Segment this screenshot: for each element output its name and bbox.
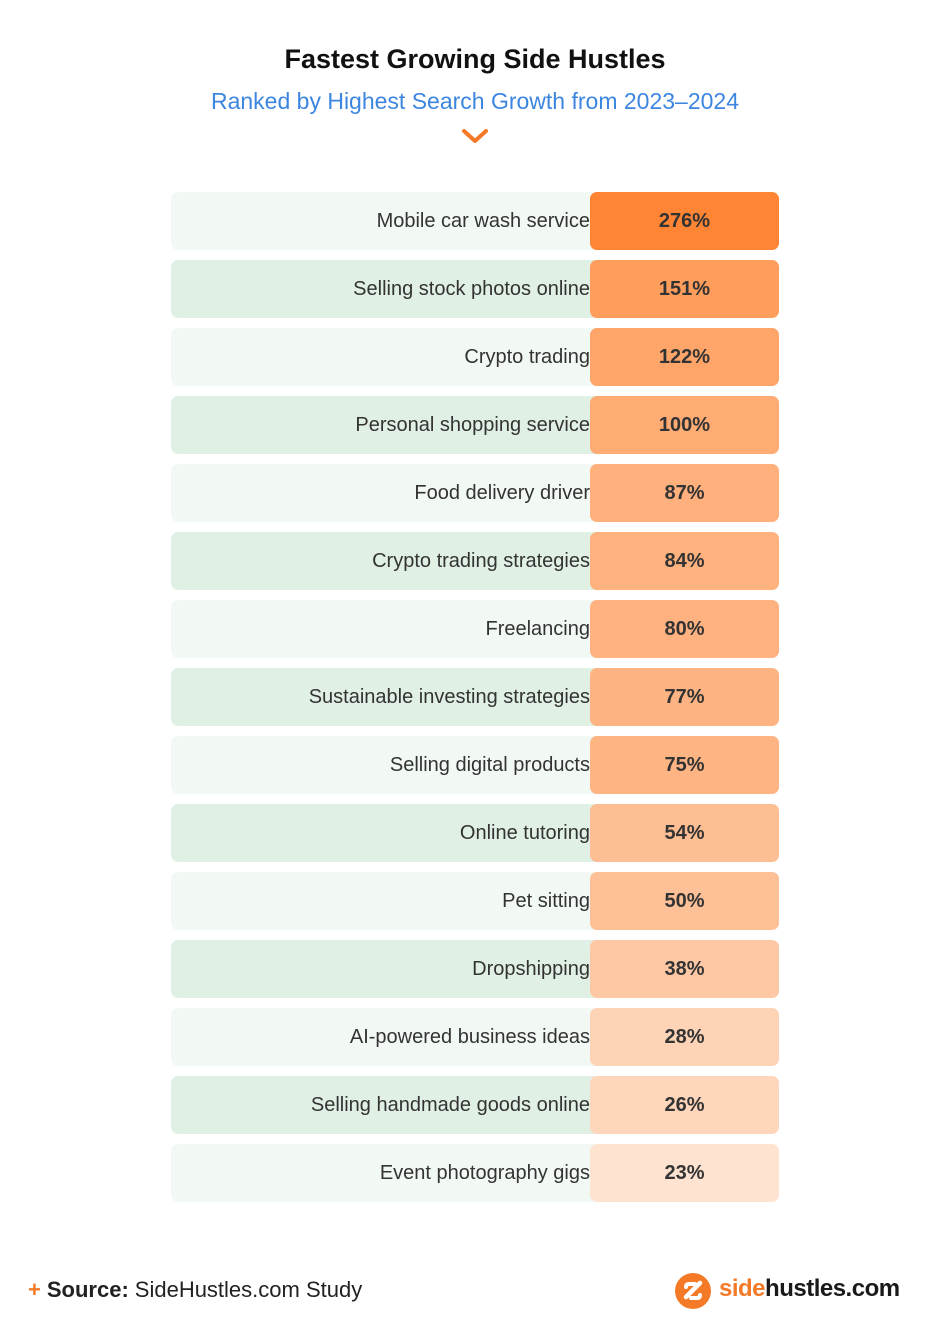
brand-name: sidehustles.com <box>719 1275 900 1303</box>
row-value: 28% <box>590 1008 779 1066</box>
row-label: Freelancing <box>171 600 601 658</box>
chevron-down-icon <box>462 129 488 143</box>
row-label: Sustainable investing strategies <box>171 668 601 726</box>
table-row: AI-powered business ideas 28% <box>171 1008 779 1066</box>
row-label: Selling handmade goods online <box>171 1076 601 1134</box>
table-row: Freelancing 80% <box>171 600 779 658</box>
row-label: Dropshipping <box>171 940 601 998</box>
row-label: Crypto trading <box>171 328 601 386</box>
table-row: Food delivery driver 87% <box>171 464 779 522</box>
row-label: Food delivery driver <box>171 464 601 522</box>
row-value: 276% <box>590 192 779 250</box>
table-row: Selling stock photos online 151% <box>171 260 779 318</box>
row-value: 80% <box>590 600 779 658</box>
row-label: Personal shopping service <box>171 396 601 454</box>
source-label: Source: <box>46 1277 129 1302</box>
row-label: Selling stock photos online <box>171 260 601 318</box>
table-row: Online tutoring 54% <box>171 804 779 862</box>
row-value: 84% <box>590 532 779 590</box>
chart-title: Fastest Growing Side Hustles <box>284 44 666 74</box>
table-row: Pet sitting 50% <box>171 872 779 930</box>
row-label: AI-powered business ideas <box>171 1008 601 1066</box>
table-row: Crypto trading strategies 84% <box>171 532 779 590</box>
source-text: SideHustles.com Study <box>134 1277 363 1302</box>
table-row: Event photography gigs 23% <box>171 1144 779 1202</box>
row-value: 54% <box>590 804 779 862</box>
row-value: 23% <box>590 1144 779 1202</box>
row-value: 87% <box>590 464 779 522</box>
table-row: Personal shopping service 100% <box>171 396 779 454</box>
brand-name-part2: hustles.com <box>765 1275 900 1302</box>
row-label: Selling digital products <box>171 736 601 794</box>
table-row: Selling handmade goods online 26% <box>171 1076 779 1134</box>
table-row: Sustainable investing strategies 77% <box>171 668 779 726</box>
row-value: 26% <box>590 1076 779 1134</box>
row-label: Crypto trading strategies <box>171 532 601 590</box>
brand-name-part1: side <box>719 1275 766 1302</box>
row-value: 100% <box>590 396 779 454</box>
row-value: 77% <box>590 668 779 726</box>
table-row: Dropshipping 38% <box>171 940 779 998</box>
row-label: Mobile car wash service <box>171 192 601 250</box>
row-value: 38% <box>590 940 779 998</box>
row-label: Pet sitting <box>171 872 601 930</box>
table-row: Mobile car wash service 276% <box>171 192 779 250</box>
source-note: + Source: SideHustles.com Study <box>28 1277 362 1303</box>
sidehustles-logo-icon <box>675 1273 711 1309</box>
row-label: Online tutoring <box>171 804 601 862</box>
row-value: 151% <box>590 260 779 318</box>
chart-subtitle: Ranked by Highest Search Growth from 202… <box>210 88 740 114</box>
table-row: Selling digital products 75% <box>171 736 779 794</box>
row-value: 122% <box>590 328 779 386</box>
row-value: 75% <box>590 736 779 794</box>
plus-icon: + <box>28 1277 41 1302</box>
row-label: Event photography gigs <box>171 1144 601 1202</box>
row-value: 50% <box>590 872 779 930</box>
table-row: Crypto trading 122% <box>171 328 779 386</box>
